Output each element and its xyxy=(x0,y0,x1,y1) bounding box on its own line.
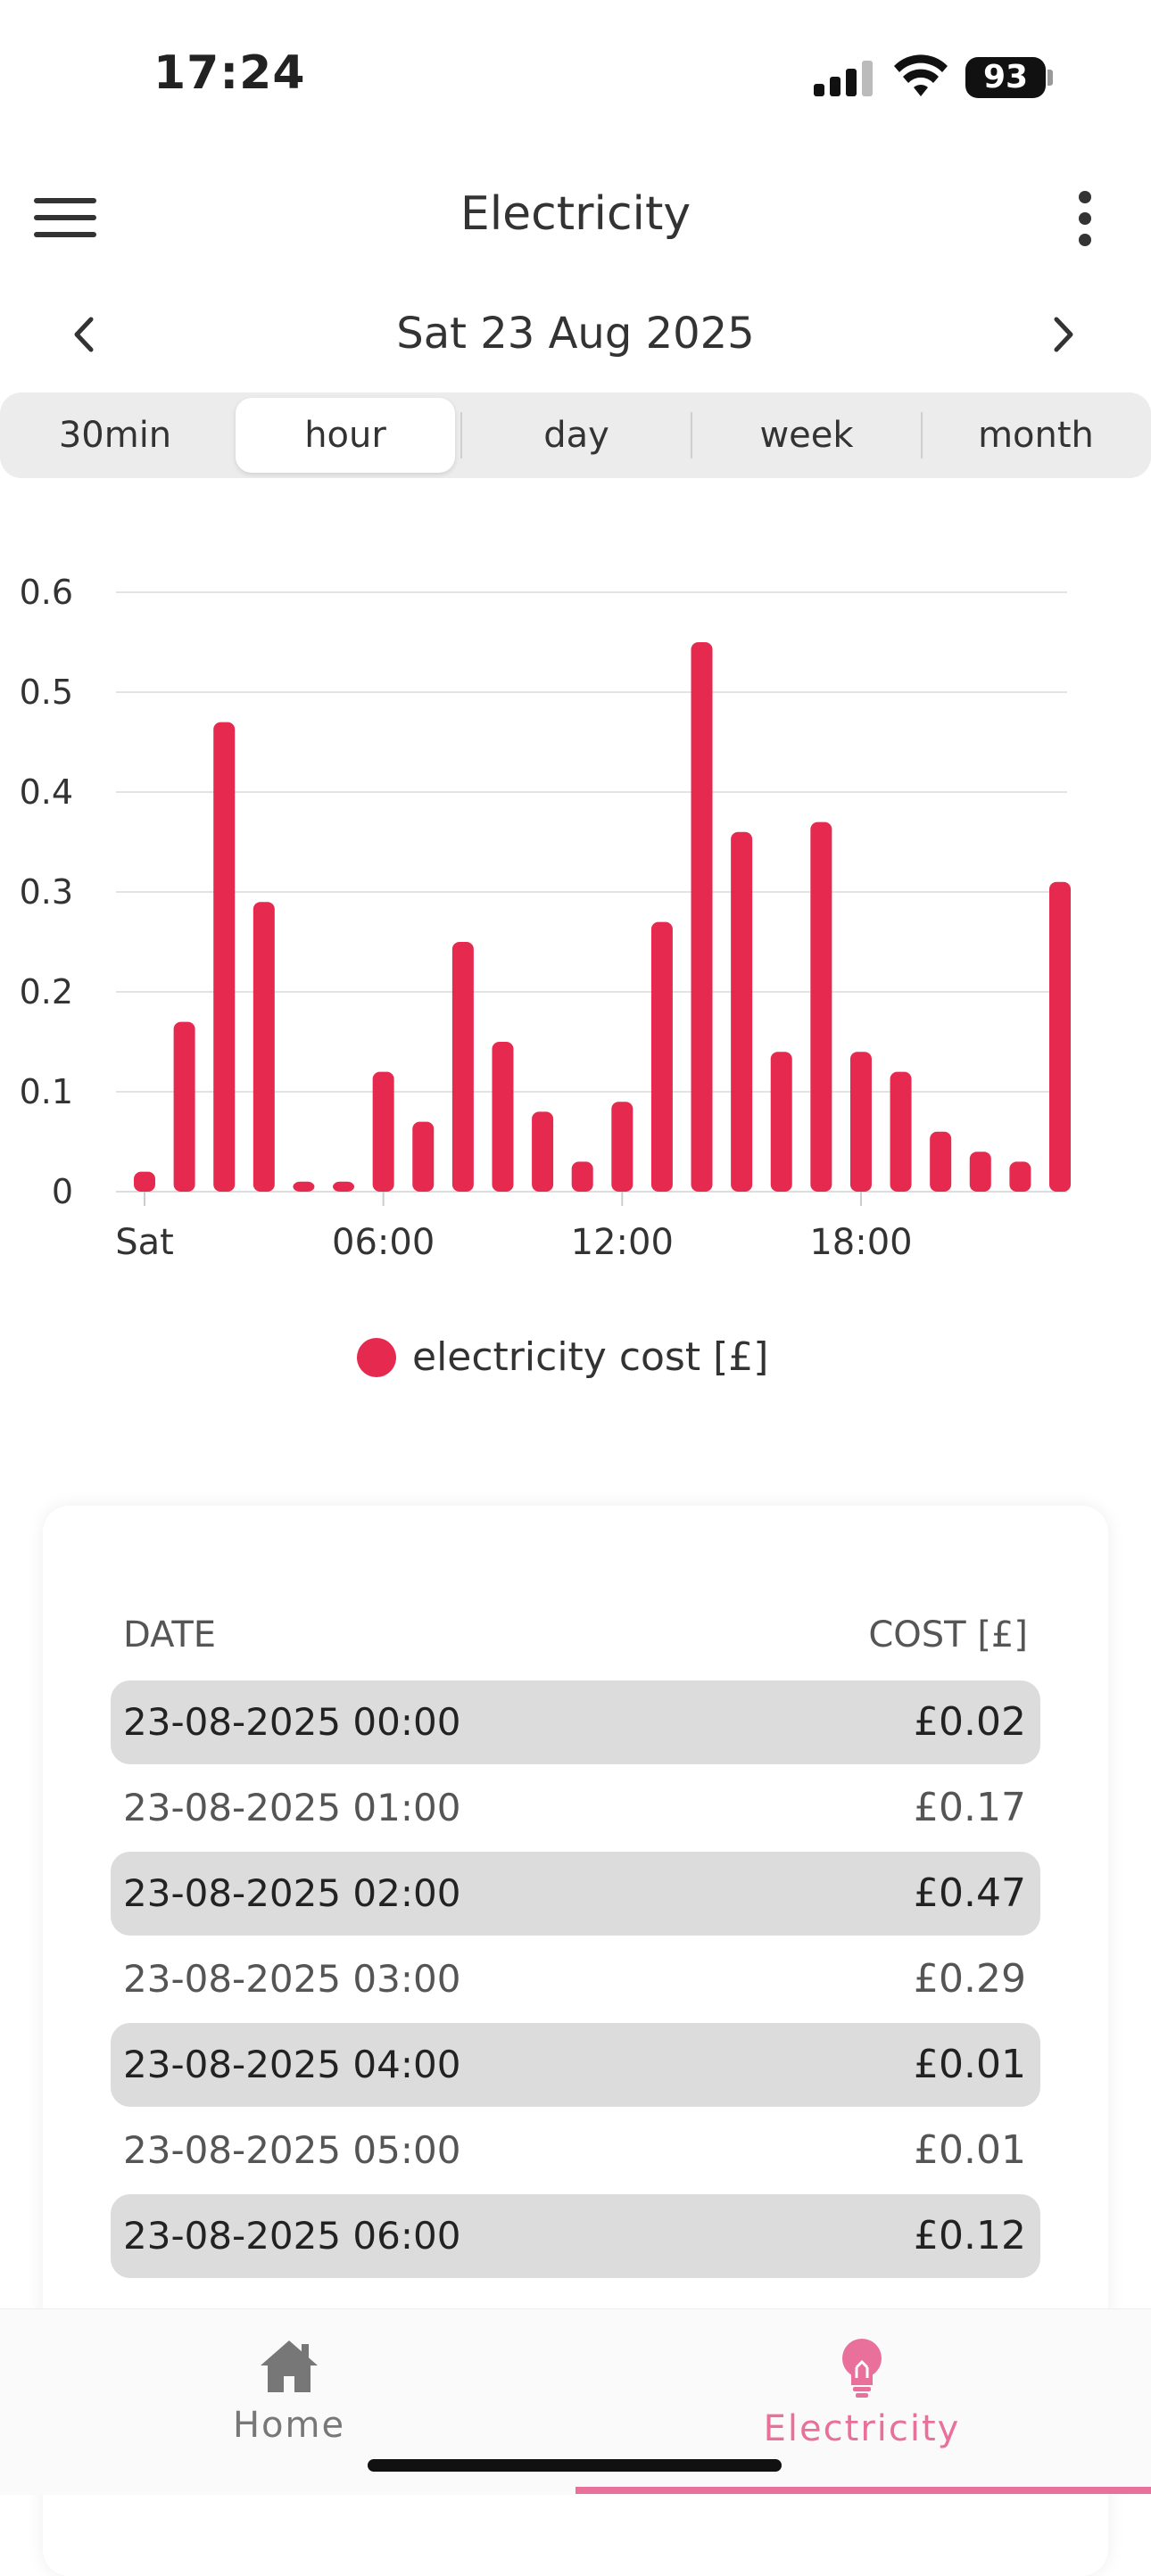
next-date-button[interactable] xyxy=(1040,312,1085,357)
lightbulb-icon xyxy=(842,2339,882,2398)
previous-date-button[interactable] xyxy=(62,312,107,357)
row-cost: £0.47 xyxy=(914,1870,1026,1916)
y-tick-label: 0.5 xyxy=(20,673,73,712)
date-label: Sat 23 Aug 2025 xyxy=(396,309,755,359)
row-cost: £0.17 xyxy=(914,1785,1026,1830)
bar xyxy=(532,1111,554,1192)
bar xyxy=(451,942,474,1192)
table-row: 23-08-2025 03:00 £0.29 xyxy=(111,1937,1040,2021)
bar xyxy=(134,1171,155,1192)
row-date: 23-08-2025 06:00 xyxy=(123,2214,461,2258)
battery-icon: 93 xyxy=(965,57,1046,98)
y-tick-label: 0.6 xyxy=(20,573,73,612)
period-selector: 30min hour day week month xyxy=(0,392,1151,478)
legend-marker xyxy=(357,1338,396,1377)
row-date: 23-08-2025 02:00 xyxy=(123,1871,461,1915)
bar xyxy=(1049,881,1071,1192)
bar xyxy=(770,1052,792,1192)
table-row: 23-08-2025 05:00 £0.01 xyxy=(111,2109,1040,2192)
status-bar: 17:24 93 xyxy=(0,0,1151,152)
bar xyxy=(930,1131,952,1192)
legend-label: electricity cost [£] xyxy=(412,1334,769,1380)
segment-divider xyxy=(460,412,462,458)
row-date: 23-08-2025 00:00 xyxy=(123,1700,461,1744)
x-tick-label: Sat xyxy=(115,1222,174,1263)
y-tick-label: 0.3 xyxy=(20,872,73,912)
bar xyxy=(293,1181,315,1192)
tab-electricity-label: Electricity xyxy=(763,2408,961,2449)
bar xyxy=(731,831,753,1192)
segment-hour[interactable]: hour xyxy=(236,398,455,473)
more-options-icon[interactable] xyxy=(1075,191,1093,246)
table-row: 23-08-2025 06:00 £0.12 xyxy=(111,2194,1040,2278)
bar xyxy=(890,1071,912,1192)
status-time: 17:24 xyxy=(153,46,306,100)
table-row: 23-08-2025 04:00 £0.01 xyxy=(111,2023,1040,2107)
segment-30min[interactable]: 30min xyxy=(58,415,172,456)
bar xyxy=(372,1071,394,1192)
x-tick-label: 12:00 xyxy=(571,1222,674,1263)
bar xyxy=(333,1181,355,1192)
y-tick-label: 0 xyxy=(52,1172,73,1211)
row-date: 23-08-2025 05:00 xyxy=(123,2128,461,2172)
bar xyxy=(173,1021,195,1192)
row-date: 23-08-2025 04:00 xyxy=(123,2043,461,2086)
bar xyxy=(849,1052,872,1192)
chevron-right-icon xyxy=(1054,317,1073,352)
wifi-icon xyxy=(894,54,948,96)
table-row: 23-08-2025 02:00 £0.47 xyxy=(111,1852,1040,1936)
battery-tip xyxy=(1047,70,1053,86)
bar xyxy=(412,1121,435,1192)
y-tick-label: 0.1 xyxy=(20,1072,73,1111)
home-icon xyxy=(261,2341,318,2392)
row-date: 23-08-2025 03:00 xyxy=(123,1957,461,2001)
bar xyxy=(810,822,832,1192)
cost-bar-chart: 0 0.1 0.2 0.3 0.4 0.5 0.6 Sat 06:00 12:00 18:00 xyxy=(20,573,1071,1263)
page-title: Electricity xyxy=(460,187,691,241)
segment-divider xyxy=(691,412,692,458)
row-cost: £0.12 xyxy=(914,2213,1026,2258)
home-indicator xyxy=(368,2459,782,2472)
bar xyxy=(213,722,236,1192)
segment-divider xyxy=(921,412,923,458)
bar xyxy=(650,921,673,1192)
segment-day[interactable]: day xyxy=(543,415,609,456)
table-row: 23-08-2025 00:00 £0.02 xyxy=(111,1680,1040,1764)
cellular-signal-icon xyxy=(814,59,876,96)
bar xyxy=(969,1152,991,1192)
row-cost: £0.02 xyxy=(914,1699,1026,1745)
active-tab-indicator xyxy=(576,2487,1151,2494)
bar xyxy=(253,902,275,1192)
bar xyxy=(611,1102,633,1192)
y-tick-label: 0.2 xyxy=(20,972,73,1011)
row-date: 23-08-2025 01:00 xyxy=(123,1786,461,1829)
x-tick-label: 18:00 xyxy=(809,1222,912,1263)
table-header-date: DATE xyxy=(123,1614,217,1655)
tab-electricity[interactable]: Electricity xyxy=(683,2337,1040,2449)
row-cost: £0.01 xyxy=(914,2042,1026,2087)
y-tick-label: 0.4 xyxy=(20,772,73,812)
bar xyxy=(1009,1161,1031,1192)
bar xyxy=(691,642,713,1192)
bar xyxy=(492,1042,514,1192)
menu-icon[interactable] xyxy=(34,198,96,237)
tab-home-label: Home xyxy=(232,2405,346,2446)
bar xyxy=(571,1161,593,1192)
table-row: 23-08-2025 01:00 £0.17 xyxy=(111,1766,1040,1850)
row-cost: £0.29 xyxy=(914,1956,1026,2002)
table-header-cost: COST [£] xyxy=(868,1614,1028,1655)
segment-month[interactable]: month xyxy=(978,415,1094,456)
tab-home[interactable]: Home xyxy=(111,2337,468,2446)
row-cost: £0.01 xyxy=(914,2127,1026,2173)
segment-week[interactable]: week xyxy=(759,415,854,456)
x-tick-label: 06:00 xyxy=(332,1222,435,1263)
chevron-left-icon xyxy=(74,317,94,352)
